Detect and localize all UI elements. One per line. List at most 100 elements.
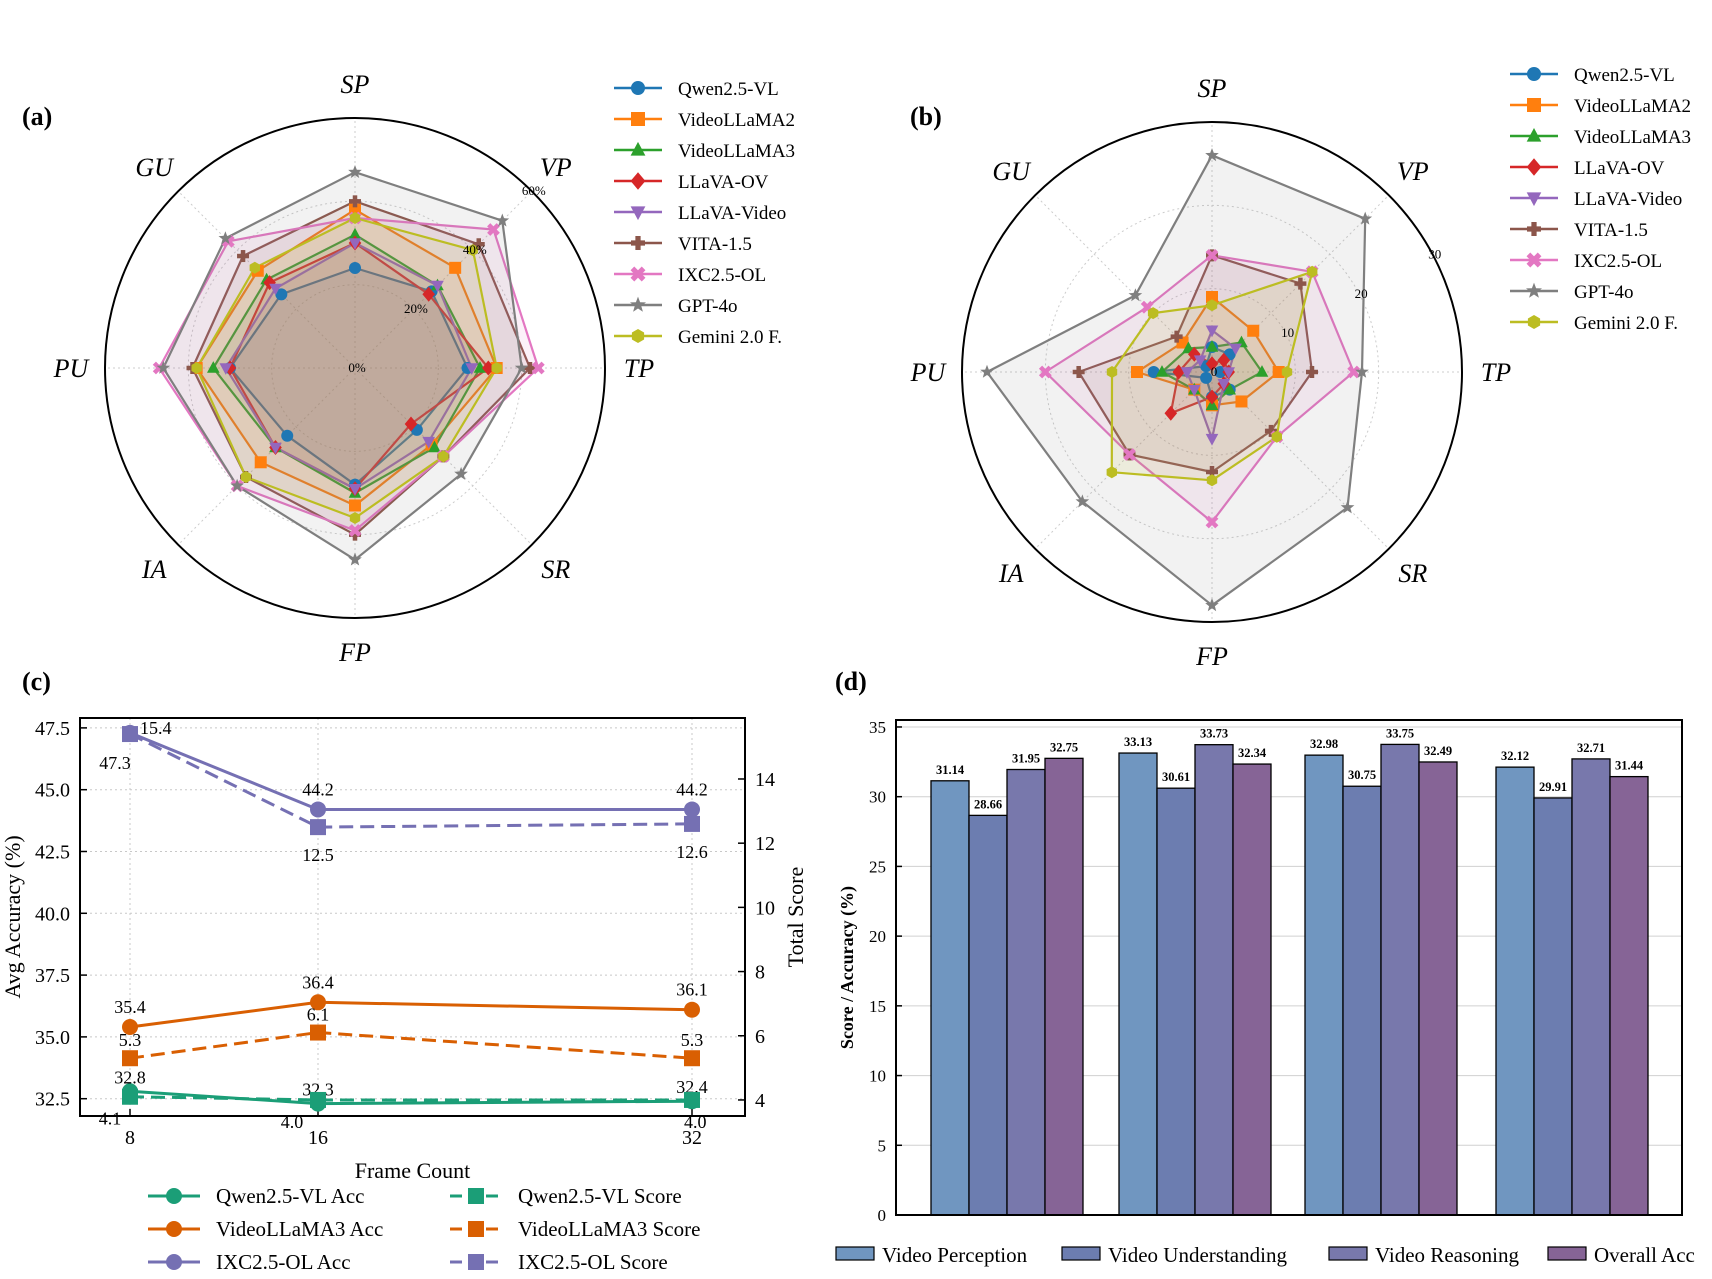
legend-label: Qwen2.5-VL Acc <box>216 1184 365 1208</box>
radar-point-shape <box>1205 325 1219 338</box>
radar-axis-label: GU <box>135 153 175 182</box>
radar-point-shape <box>207 361 220 373</box>
legend-label: IXC2.5-OL Score <box>518 1250 668 1274</box>
line-chart-c: (c) 32.5 35.0 37.5 40.0 42.5 45.0 47.5 4 6 8 10 12 14… <box>0 667 808 1274</box>
radar-point <box>269 442 282 455</box>
x-axis-label: Frame Count <box>355 1158 471 1183</box>
radar-point-shape <box>1164 405 1178 421</box>
legend-marker-shape <box>468 1254 484 1270</box>
y-tick-label: 40.0 <box>35 903 70 925</box>
radar-point <box>1272 366 1285 378</box>
radar-point <box>349 195 361 208</box>
data-label: 6.1 <box>307 1005 330 1025</box>
radar-point <box>348 524 362 537</box>
y2-tick-label: 14 <box>755 769 775 791</box>
y-axis-label: Score / Accuracy (%) <box>837 886 858 1049</box>
radar-point-shape <box>1223 382 1236 395</box>
legend-marker <box>166 1221 182 1237</box>
radar-point-shape <box>156 360 171 374</box>
radar-point-shape <box>449 261 462 274</box>
radar-point-shape <box>1272 366 1285 378</box>
radar-point-shape <box>249 261 260 274</box>
radar-point <box>472 238 485 251</box>
radar-point-shape <box>219 363 233 375</box>
legend-marker-shape <box>630 296 646 312</box>
radar-point-shape <box>1340 500 1355 514</box>
radar-point <box>1106 466 1117 479</box>
radar-point-shape <box>1176 336 1189 349</box>
radar-point-shape <box>1307 265 1318 278</box>
line-point-shape <box>684 815 700 832</box>
radar-point-shape <box>1206 299 1218 312</box>
legend-marker <box>1526 252 1542 268</box>
radar-axis-label: VP <box>540 153 572 182</box>
radar-point <box>1217 379 1231 391</box>
data-label: 12.6 <box>676 842 708 862</box>
radar-point <box>348 484 362 496</box>
radar-point-shape <box>422 286 435 302</box>
radar-point-shape-b <box>1140 300 1154 314</box>
legend-label: IXC2.5-OL <box>1574 251 1662 272</box>
radar-point-shape-b <box>1123 448 1136 461</box>
radar-point-shape-b <box>1205 515 1219 529</box>
legend-label: LLaVA-OV <box>678 172 769 193</box>
radar-point <box>1214 366 1227 378</box>
legend-marker <box>468 1254 484 1270</box>
radar-axis-label: FP <box>1195 642 1228 671</box>
radar-point <box>1147 366 1160 378</box>
radar-point <box>348 227 362 240</box>
radar-tick-label: 20 <box>1355 286 1368 301</box>
bar <box>1118 752 1158 1216</box>
bar <box>1194 744 1234 1216</box>
data-label: 36.1 <box>676 980 708 1000</box>
y-tick-label: 30 <box>869 788 886 807</box>
bar <box>1533 797 1573 1216</box>
legend-marker <box>1526 128 1542 142</box>
data-label: 44.2 <box>302 779 334 799</box>
legend-label: Qwen2.5-VL <box>678 79 779 100</box>
radar-point-shape <box>1358 211 1373 225</box>
legend-marker <box>630 172 646 190</box>
radar-point <box>1147 307 1159 320</box>
radar-point <box>249 261 260 274</box>
radar-point <box>275 288 288 301</box>
radar-point <box>1206 299 1218 312</box>
radar-spoke <box>1034 371 1213 550</box>
legend-marker <box>1526 158 1542 176</box>
line-point <box>684 1001 700 1018</box>
line-point-shape <box>684 1091 700 1108</box>
radar-point <box>524 362 536 374</box>
radar-point-shape <box>1205 340 1219 352</box>
radar-axis-label: SP <box>341 70 370 99</box>
line-point-shape <box>684 1001 700 1018</box>
radar-point <box>1205 356 1219 372</box>
legend-marker-shape <box>1527 67 1541 81</box>
panel-label: (d) <box>835 667 867 696</box>
line-series-ixc2-5-ol-acc <box>129 731 692 811</box>
radar-point <box>1264 424 1277 437</box>
bar-value-label: 30.75 <box>1348 768 1376 782</box>
line-point-shape <box>684 1050 700 1067</box>
radar-point <box>237 250 250 263</box>
radar-outer-circle <box>961 121 1463 623</box>
line-point <box>122 1050 138 1067</box>
legend-marker-shape <box>468 1188 484 1204</box>
radar-axis-label: PU <box>53 354 91 383</box>
radar-point <box>269 283 282 296</box>
radar-point-shape <box>348 165 362 178</box>
radar-point <box>191 362 202 374</box>
radar-point-shape <box>491 362 502 374</box>
radar-point <box>1170 330 1183 343</box>
radar-point <box>349 212 361 224</box>
radar-point-shape <box>1222 367 1235 379</box>
y-tick-label: 35 <box>869 718 886 737</box>
bar-value-label: 31.44 <box>1615 759 1644 773</box>
panel-label: (b) <box>910 102 942 131</box>
legend-label: VITA-1.5 <box>1574 220 1648 241</box>
radar-point <box>1205 325 1219 338</box>
line-point-shape <box>684 801 700 818</box>
radar-axis-label: SP <box>1198 74 1227 103</box>
radar-point <box>454 466 468 480</box>
radar-point <box>1340 500 1355 514</box>
radar-point-shape <box>1271 430 1282 443</box>
